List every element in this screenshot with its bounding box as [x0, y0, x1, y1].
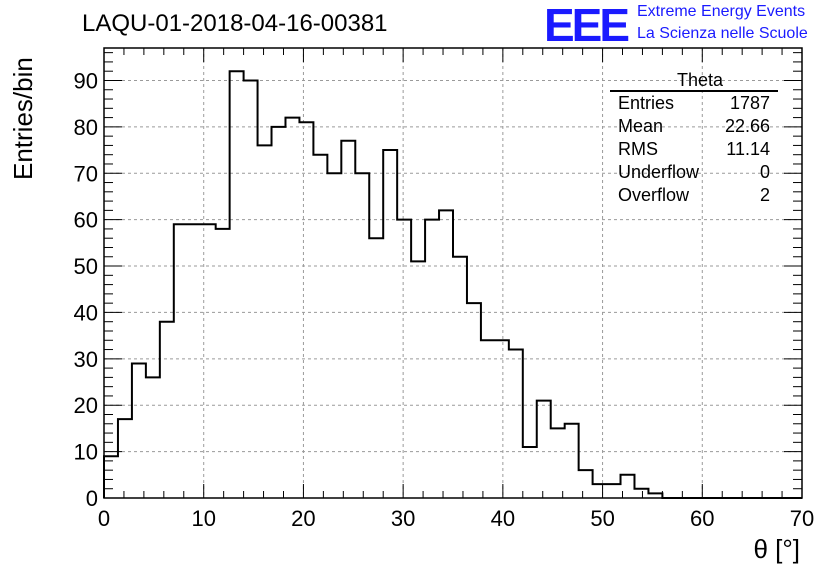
y-axis-label: Entries/bin [8, 57, 38, 180]
stats-label: Underflow [618, 162, 700, 182]
stats-value: 22.66 [724, 116, 770, 136]
stats-value: 0 [759, 162, 770, 182]
y-tick-label: 10 [74, 440, 98, 465]
x-tick-label: 40 [491, 506, 515, 531]
x-tick-label: 60 [690, 506, 714, 531]
x-tick-label: 0 [98, 506, 110, 531]
y-tick-label: 40 [74, 300, 98, 325]
stats-value: 2 [759, 185, 770, 205]
stats-row: Entries 1787 [610, 92, 778, 115]
logo-subtitle-line2: La Scienza nelle Scuole [637, 25, 808, 42]
y-tick-label: 90 [74, 68, 98, 93]
stats-label: RMS [618, 139, 658, 159]
x-tick-label: 70 [790, 506, 814, 531]
x-tick-label: 30 [391, 506, 415, 531]
stats-title: Theta [610, 70, 778, 92]
x-tick-label: 50 [590, 506, 614, 531]
stats-value: 1787 [729, 93, 770, 113]
plot-frame [103, 47, 803, 499]
logo-subtitle-line1: Extreme Energy Events [637, 3, 806, 20]
stats-row: RMS 11.14 [610, 138, 778, 161]
run-title: LAQU-01-2018-04-16-00381 [82, 10, 388, 37]
y-tick-label: 0 [86, 486, 98, 511]
y-tick-label: 50 [74, 254, 98, 279]
x-axis-label: θ [°] [753, 534, 800, 564]
y-tick-label: 80 [74, 115, 98, 140]
y-tick-label: 70 [74, 161, 98, 186]
x-tick-label: 10 [191, 506, 215, 531]
stats-label: Entries [618, 93, 675, 113]
y-tick-label: 20 [74, 393, 98, 418]
histogram-step-line [103, 70, 802, 499]
y-tick-label: 60 [74, 208, 98, 233]
stats-row: Overflow 2 [610, 184, 778, 207]
stats-row: Mean 22.66 [610, 115, 778, 138]
x-tick-label: 20 [291, 506, 315, 531]
stats-row: Underflow 0 [610, 161, 778, 184]
eee-logo: EEE [544, 0, 630, 51]
stats-label: Overflow [618, 185, 690, 205]
y-tick-label: 30 [74, 347, 98, 372]
stats-label: Mean [618, 116, 664, 136]
stats-box: Theta Entries 1787 Mean 22.66 RMS 11.14 … [610, 70, 778, 207]
stats-value: 11.14 [726, 139, 770, 159]
